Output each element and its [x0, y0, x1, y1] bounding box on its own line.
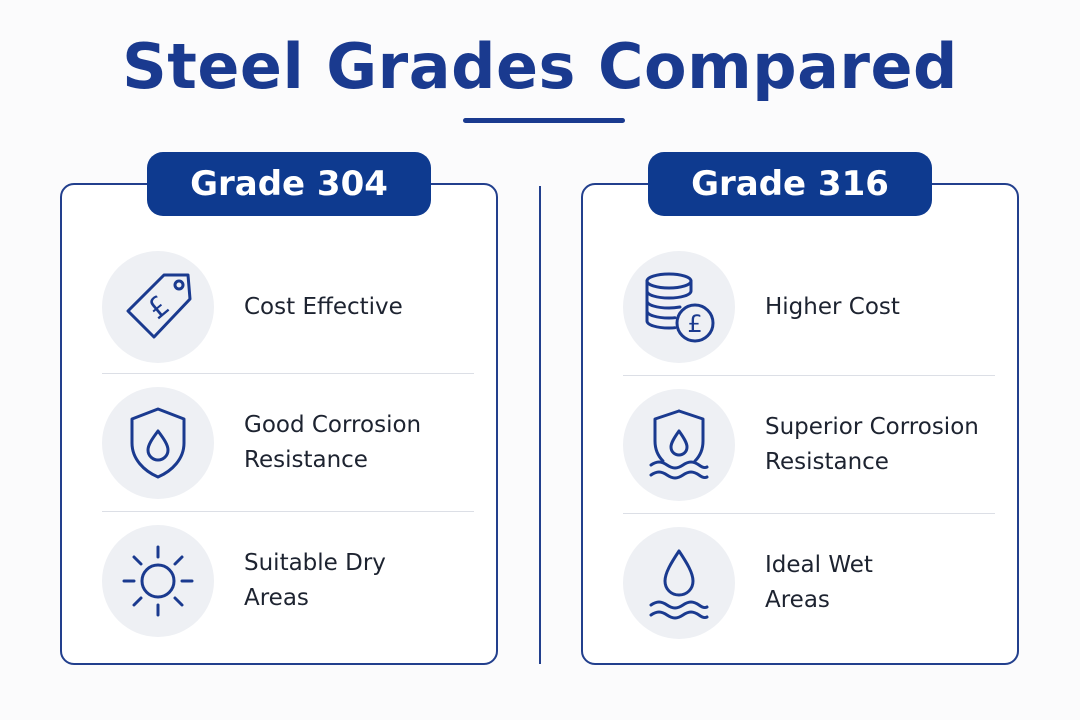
shield-droplet-waves-icon [623, 389, 735, 501]
center-divider [539, 186, 541, 664]
grade-304-heading: Grade 304 [147, 152, 431, 216]
feature-row: Good Corrosion Resistance [102, 383, 474, 503]
grade-316-card: £ Higher Cost Superior Corrosion Resista… [581, 183, 1019, 665]
feature-row: £ Higher Cost [623, 247, 995, 367]
title-underline [463, 118, 625, 123]
droplet-waves-icon [623, 527, 735, 639]
feature-row: Ideal Wet Areas [623, 523, 995, 643]
page-title: Steel Grades Compared [122, 30, 958, 103]
grade-316-heading: Grade 316 [648, 152, 932, 216]
row-divider [623, 375, 995, 376]
svg-text:£: £ [687, 310, 702, 338]
feature-label: Ideal Wet Areas [765, 552, 873, 613]
row-divider [102, 373, 474, 374]
row-divider [623, 513, 995, 514]
feature-label: Good Corrosion Resistance [244, 412, 422, 473]
row-divider [102, 511, 474, 512]
feature-row: £ Cost Effective [102, 247, 474, 367]
feature-label: Cost Effective [244, 293, 403, 320]
grade-304-card: £ Cost Effective Good Corrosion Resistan… [60, 183, 498, 665]
feature-row: Superior Corrosion Resistance [623, 385, 995, 505]
price-tag-pound-icon: £ [102, 251, 214, 363]
feature-label: Superior Corrosion Resistance [765, 414, 979, 475]
sun-icon [102, 525, 214, 637]
feature-label: Higher Cost [765, 293, 900, 320]
feature-label: Suitable Dry Areas [244, 550, 386, 611]
feature-row: Suitable Dry Areas [102, 521, 474, 641]
shield-droplet-icon [102, 387, 214, 499]
coins-pound-icon: £ [623, 251, 735, 363]
